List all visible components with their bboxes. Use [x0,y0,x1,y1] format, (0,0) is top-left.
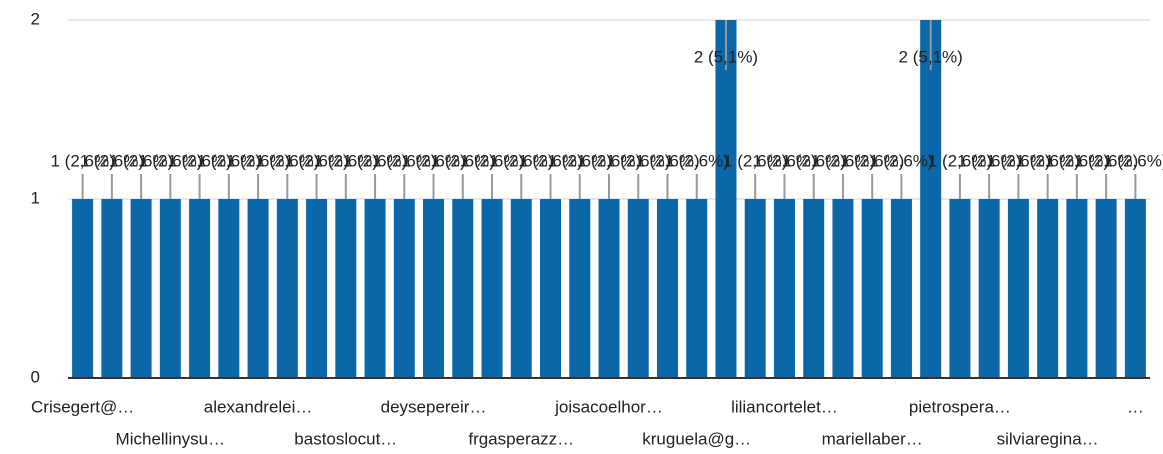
data-label: 1 (2,6%) [782,151,846,170]
bar [832,199,854,378]
data-label: 1 (2,6%) [372,151,436,170]
x-tick-label: pietrospera… [909,397,1011,416]
data-label: 1 (2,6%) [401,151,465,170]
bar [744,199,766,378]
data-label: 1 (2,6%) [50,151,114,170]
bar [598,199,620,378]
data-label: 1 (2,6%) [928,151,992,170]
data-label: 1 (2,6%) [167,151,231,170]
data-label: 2 (5,1%) [899,47,963,66]
bar [306,199,328,378]
x-tick-label: kruguela@g… [642,429,751,448]
y-tick-label: 1 [31,188,40,207]
bar [686,199,708,378]
bar [159,199,181,378]
x-tick-label: silviaregina… [997,429,1099,448]
x-tick-label: alexandrelei… [204,397,313,416]
bar [393,199,415,378]
bar [423,199,445,378]
data-label: 1 (2,6%) [109,151,173,170]
bar [890,199,912,378]
bar [773,199,795,378]
data-label: 1 (2,6%) [1016,151,1080,170]
data-label: 1 (2,6%) [752,151,816,170]
bar [1095,199,1117,378]
data-label: 1 (2,6%) [635,151,699,170]
x-tick-label: Michellinysu… [116,429,226,448]
data-label: 2 (5,1%) [694,47,758,66]
data-label: 1 (2,6%) [226,151,290,170]
bar [978,199,1000,378]
bar [1066,199,1088,378]
x-tick-label: Crisegert@… [31,397,134,416]
bar [510,199,532,378]
data-label: 1 (2,6%) [869,151,933,170]
data-label: 1 (2,6%) [284,151,348,170]
bar [1124,199,1146,378]
data-label: 1 (2,6%) [489,151,553,170]
x-tick-label: joisacoelhor… [554,397,663,416]
x-tick-label: … [1127,397,1144,416]
x-tick-label: liliancortelet… [731,397,838,416]
data-label: 1 (2,6%) [723,151,787,170]
data-label: 1 (2,6%) [197,151,261,170]
bars [72,20,1146,378]
data-label: 1 (2,6%) [80,151,144,170]
data-label: 1 (2,6%) [1103,151,1163,170]
bar [569,199,591,378]
bar [247,199,269,378]
bar [949,199,971,378]
bar [920,20,942,378]
bar [627,199,649,378]
bar [481,199,503,378]
x-tick-label: deysepereir… [381,397,487,416]
data-label: 1 (2,6%) [255,151,319,170]
bar [276,199,298,378]
bar [1037,199,1059,378]
data-label: 1 (2,6%) [518,151,582,170]
y-tick-label: 0 [31,367,40,386]
bar [189,199,211,378]
data-label: 1 (2,6%) [665,151,729,170]
data-label: 1 (2,6%) [343,151,407,170]
data-label: 1 (2,6%) [1074,151,1138,170]
data-label: 1 (2,6%) [811,151,875,170]
data-label: 1 (2,6%) [460,151,524,170]
data-label: 1 (2,6%) [1045,151,1109,170]
bar [1007,199,1029,378]
bar [803,199,825,378]
bar [335,199,357,378]
bar [364,199,386,378]
bar [130,199,152,378]
y-tick-label: 2 [31,9,40,28]
data-label: 1 (2,6%) [606,151,670,170]
data-label: 1 (2,6%) [986,151,1050,170]
bar [861,199,883,378]
bar [72,199,94,378]
data-label: 1 (2,6%) [138,151,202,170]
x-tick-label: mariellaber… [822,429,923,448]
bar [715,20,737,378]
x-tick-label: frgasperazz… [468,429,574,448]
data-label: 1 (2,6%) [957,151,1021,170]
data-label: 1 (2,6%) [431,151,495,170]
x-tick-label: bastoslocut… [294,429,397,448]
bar [101,199,123,378]
data-label: 1 (2,6%) [314,151,378,170]
bar [540,199,562,378]
data-label: 1 (2,6%) [548,151,612,170]
bar [452,199,474,378]
data-label: 1 (2,6%) [577,151,641,170]
bar [218,199,240,378]
data-label: 1 (2,6%) [840,151,904,170]
bar [656,199,678,378]
